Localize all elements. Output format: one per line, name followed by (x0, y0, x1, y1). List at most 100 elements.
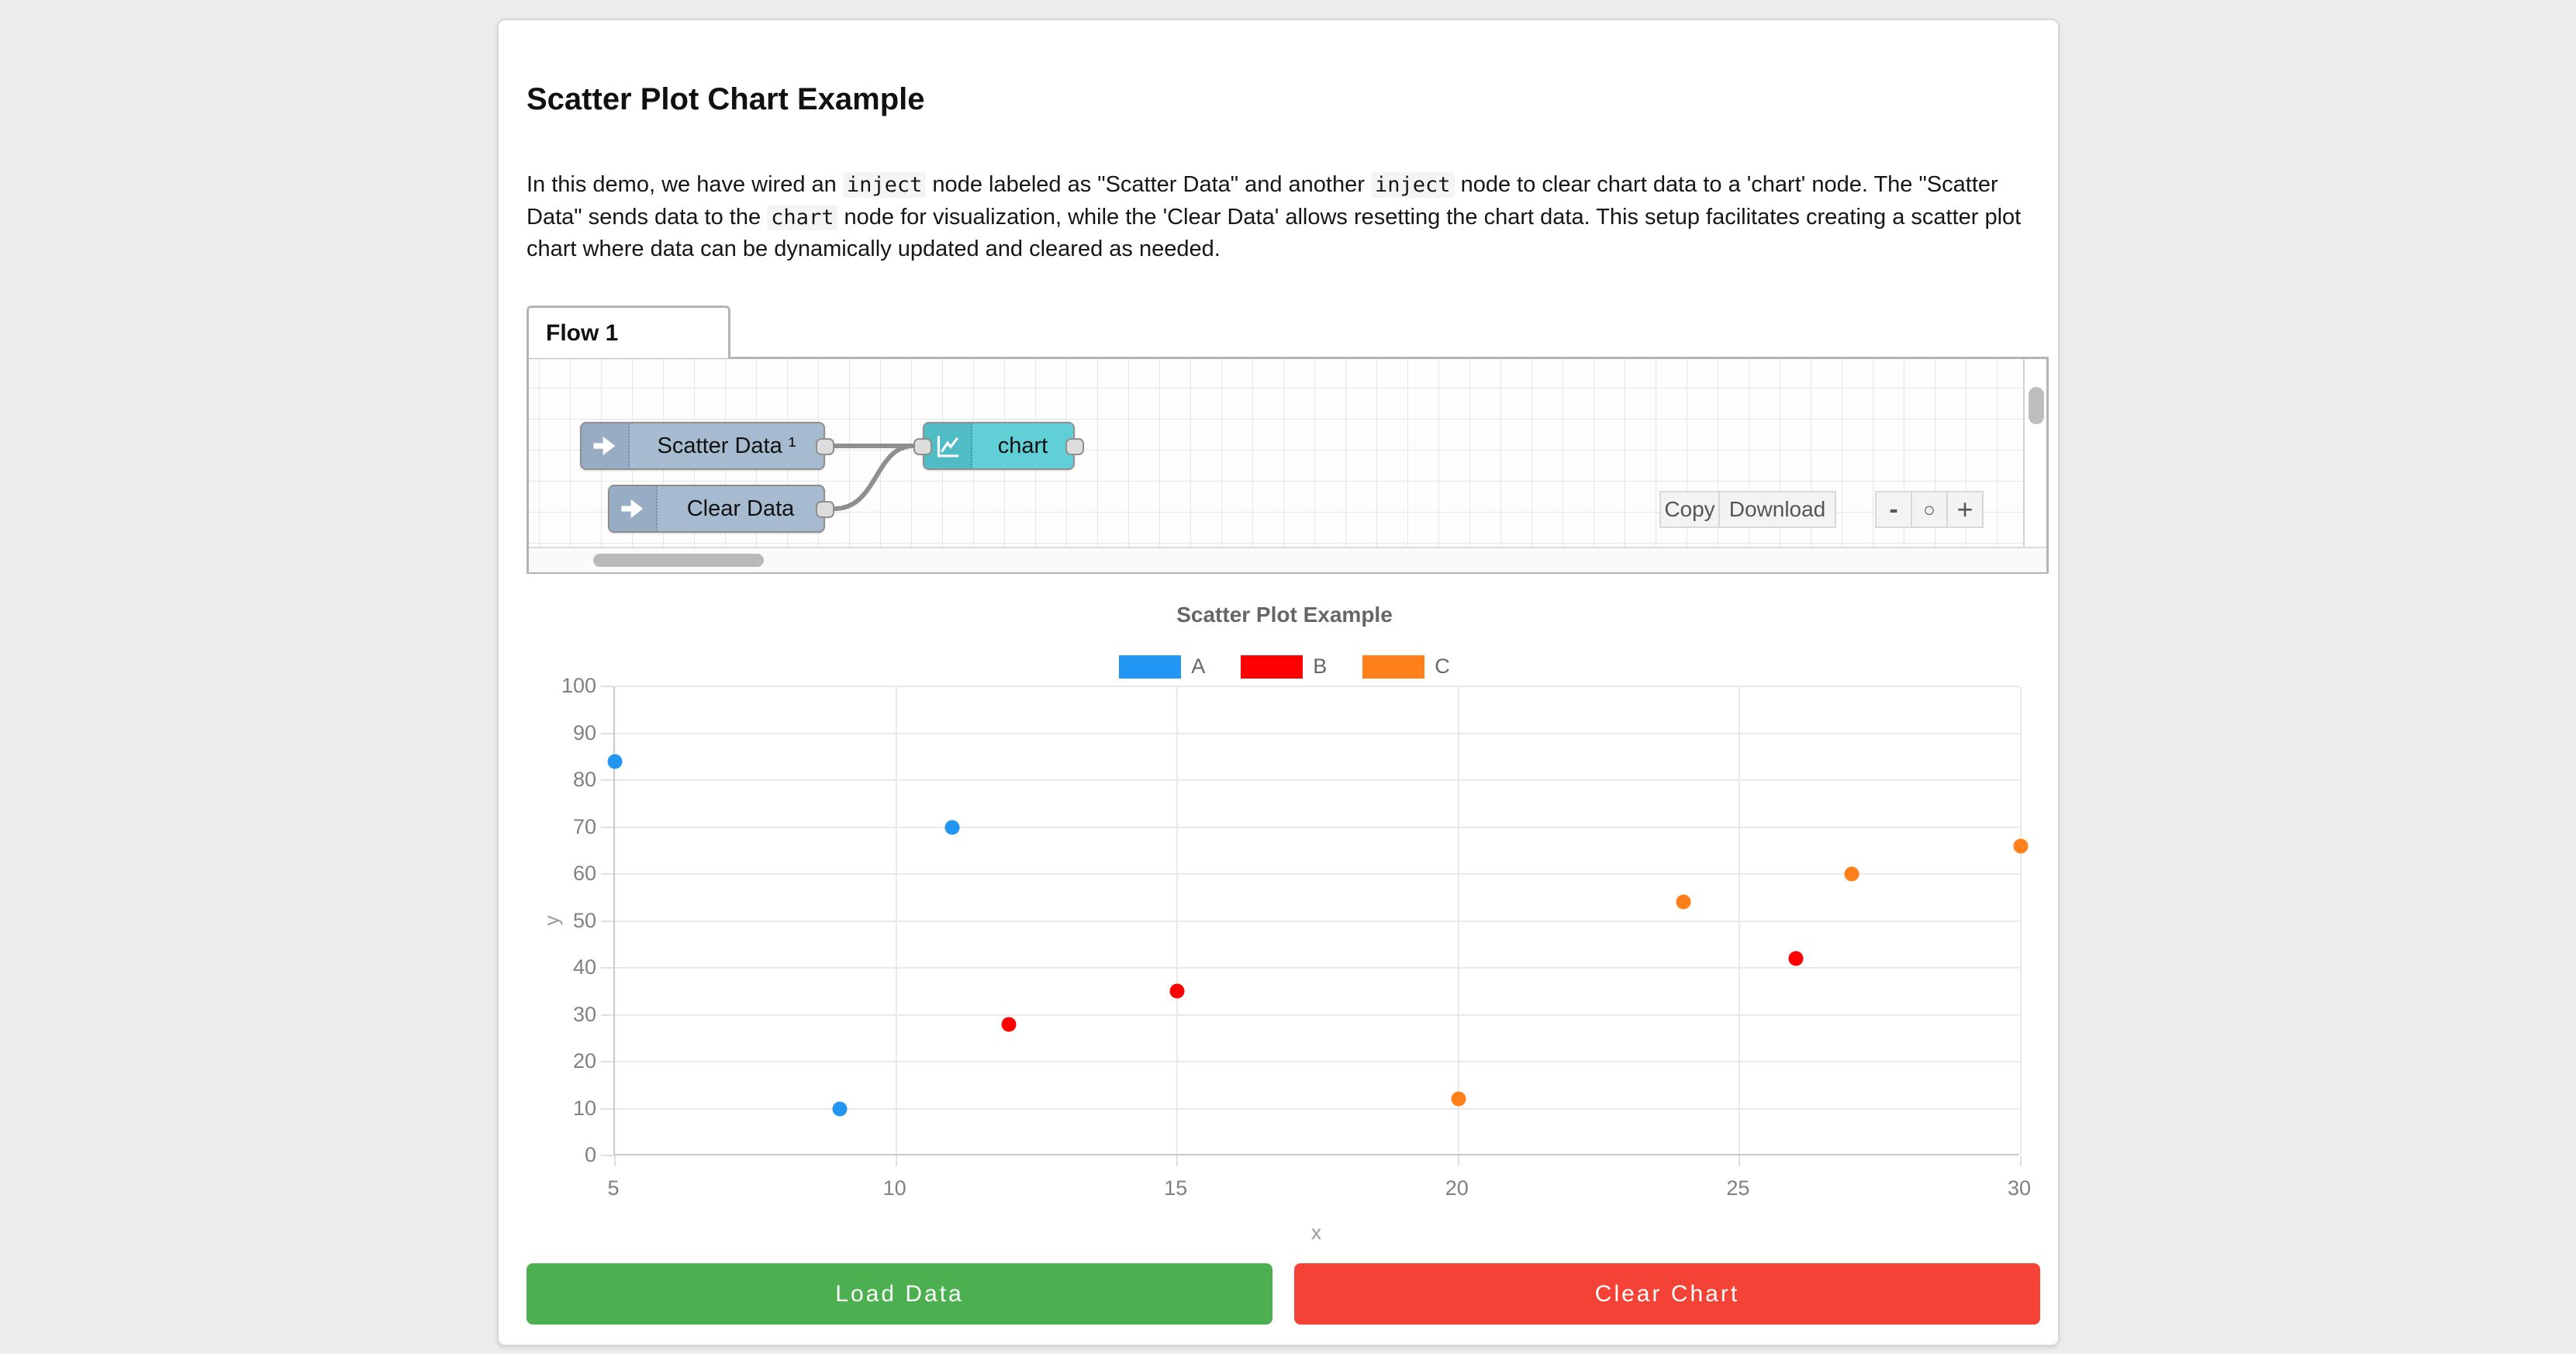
x-tick-mark (2020, 1155, 2022, 1166)
inject-icon (621, 499, 644, 519)
chart-legend: A B C (531, 655, 2038, 679)
y-tick-mark (601, 967, 613, 969)
x-axis-label: x (1311, 1221, 1321, 1244)
output-port[interactable] (816, 438, 834, 455)
flow-viewer: Scatter Data ¹ Clear Data (527, 357, 2049, 574)
download-button[interactable]: Download (1718, 491, 1836, 528)
input-port[interactable] (913, 438, 932, 455)
chart-title: Scatter Plot Example (1176, 603, 1393, 627)
zoom-in-icon: + (1956, 493, 1973, 525)
y-gridline (615, 732, 2019, 734)
y-gridline (615, 967, 2019, 969)
y-tick-label: 40 (572, 955, 596, 979)
legend-label: B (1313, 655, 1328, 678)
output-port[interactable] (1065, 438, 1084, 455)
y-tick-mark (601, 873, 613, 875)
y-tick-mark (601, 779, 613, 781)
data-point-B[interactable] (1001, 1017, 1017, 1032)
vertical-scrollbar-thumb[interactable] (2029, 387, 2044, 424)
data-point-B[interactable] (1169, 983, 1185, 999)
intro-text: In this demo, we have wired an (527, 172, 843, 197)
x-tick-label: 25 (1726, 1176, 1750, 1200)
x-gridline (2020, 686, 2022, 1154)
zoom-out-button[interactable]: - (1875, 491, 1912, 528)
y-gridline (615, 1107, 2019, 1110)
zoom-out-icon: - (1889, 494, 1898, 524)
x-tick-label: 15 (1164, 1176, 1188, 1200)
line-chart-icon (937, 436, 959, 458)
plot-area (601, 686, 2029, 1166)
data-point-B[interactable] (1788, 951, 1804, 966)
data-point-C[interactable] (1844, 866, 1859, 882)
node-scatter-data[interactable]: Scatter Data ¹ (580, 422, 834, 470)
horizontal-scrollbar-track[interactable] (529, 547, 2046, 572)
y-tick-label: 20 (572, 1049, 596, 1072)
horizontal-scrollbar-thumb[interactable] (593, 554, 764, 567)
legend-swatch (1362, 655, 1425, 679)
node-label: chart (997, 433, 1048, 458)
y-tick-mark (601, 686, 613, 687)
x-tick-mark (1176, 1155, 1179, 1166)
data-point-A[interactable] (944, 820, 960, 834)
intro-paragraph: In this demo, we have wired an inject no… (527, 169, 2040, 265)
y-tick-label: 90 (572, 720, 596, 744)
intro-text: node to clear chart data to a 'chart' no… (527, 172, 1998, 230)
legend-item-C[interactable]: C (1362, 655, 1450, 679)
output-port[interactable] (816, 501, 834, 518)
x-tick-mark (614, 1155, 616, 1166)
y-gridline (615, 873, 2019, 875)
y-gridline (615, 826, 2019, 828)
node-chart[interactable]: chart (913, 422, 1084, 470)
legend-item-A[interactable]: A (1119, 655, 1205, 679)
y-axis-label: y (539, 915, 563, 926)
legend-swatch (1241, 655, 1304, 679)
y-tick-mark (601, 920, 613, 922)
legend-item-B[interactable]: B (1241, 655, 1327, 679)
x-tick-label: 20 (1445, 1176, 1469, 1200)
y-tick-label: 70 (572, 814, 596, 838)
data-point-C[interactable] (1451, 1091, 1466, 1107)
x-tick-mark (1739, 1155, 1741, 1166)
intro-text: node for visualization, while the 'Clear… (527, 204, 2022, 262)
inject-icon-region (609, 486, 658, 531)
y-gridline (615, 779, 2019, 781)
node-label: Clear Data (686, 496, 795, 521)
y-tick-label: 60 (572, 862, 596, 885)
copy-button-label: Copy (1664, 497, 1715, 521)
data-point-C[interactable] (1676, 894, 1691, 910)
load-data-button[interactable]: Load Data (527, 1263, 1272, 1325)
chart-icon-region (924, 423, 972, 468)
copy-button[interactable]: Copy (1659, 491, 1720, 528)
zoom-reset-button[interactable]: ○ (1911, 491, 1948, 528)
wire-clear-to-chart (832, 444, 916, 511)
zoom-in-button[interactable]: + (1946, 491, 1984, 528)
inject-icon (593, 436, 616, 456)
legend-label: A (1191, 655, 1206, 678)
inline-code: inject (842, 172, 927, 198)
data-point-A[interactable] (607, 754, 623, 769)
y-gridline (615, 686, 2019, 687)
inline-code: inject (1370, 172, 1455, 198)
flow-tab[interactable]: Flow 1 (527, 306, 730, 358)
flow-tab-label: Flow 1 (546, 320, 619, 346)
content-card: Scatter Plot Chart Example In this demo,… (497, 19, 2060, 1346)
node-label: Scatter Data ¹ (657, 433, 796, 458)
clear-chart-button[interactable]: Clear Chart (1294, 1263, 2040, 1325)
data-point-A[interactable] (832, 1101, 848, 1116)
flow-canvas[interactable]: Scatter Data ¹ Clear Data (529, 359, 2044, 547)
x-tick-mark (895, 1155, 897, 1166)
y-tick-mark (601, 826, 613, 828)
y-tick-mark (601, 1014, 613, 1016)
y-tick-label: 50 (572, 908, 596, 932)
y-tick-label: 10 (572, 1096, 596, 1120)
y-tick-mark (601, 1107, 613, 1110)
x-tick-label: 10 (882, 1176, 906, 1200)
inject-icon-region (582, 423, 630, 468)
inline-code: chart (767, 204, 838, 230)
page-title: Scatter Plot Chart Example (527, 82, 925, 116)
y-tick-label: 0 (584, 1143, 596, 1166)
node-clear-data[interactable]: Clear Data (608, 485, 834, 533)
download-button-label: Download (1728, 497, 1826, 521)
y-tick-mark (601, 1155, 613, 1156)
data-point-C[interactable] (2013, 838, 2029, 854)
